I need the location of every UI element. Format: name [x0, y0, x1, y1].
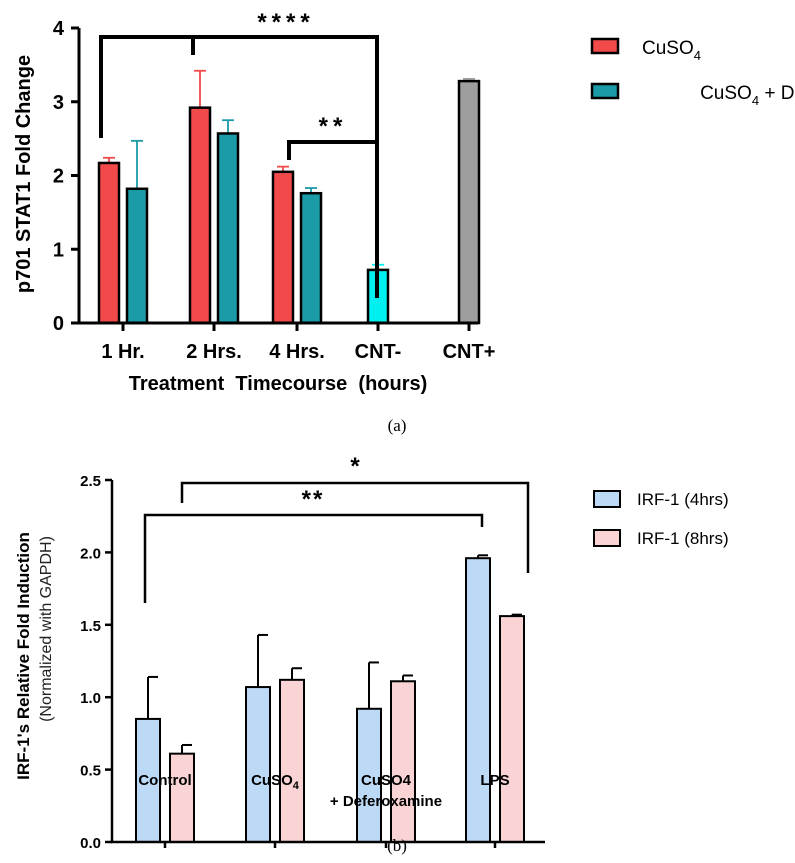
bar-cuso4-deferoxamine-irf-1-4hrs	[356, 707, 382, 843]
panel-a-bars	[97, 69, 481, 325]
panel-a-x-ticks: 1 Hr. 2 Hrs. 4 Hrs. CNT- CNT+	[101, 323, 495, 363]
legend-label-irf1-4hrs: IRF-1 (4hrs)	[637, 490, 729, 509]
bar-1-hr-cuso4-df	[125, 187, 149, 325]
legend-item-irf1-8hrs: IRF-1 (8hrs)	[593, 529, 729, 548]
legend-label-cuso4-df-subscript: 4	[752, 93, 759, 108]
y-tick-label: 0.0	[80, 835, 101, 852]
caption-b: (b)	[387, 836, 407, 855]
y-tick-label: 1	[53, 239, 64, 261]
panel-b-y-axis-sublabel: (Normalized with GAPDH)	[38, 536, 55, 722]
panel-b-x-labels: Control CuSO4 CuSO4 + Deferoxamine LPS	[138, 772, 509, 810]
x-label-cuso4-subscript: 4	[293, 780, 300, 792]
significance-label-2-stars: **	[302, 486, 325, 513]
legend-item-cuso4-df: CuSO4 + DF	[590, 82, 795, 108]
bar-cuso4-deferoxamine-irf-1-8hrs	[390, 680, 416, 843]
legend-swatch-cuso4-df	[590, 82, 620, 100]
panel-a-significance: ******	[99, 9, 379, 298]
panel-b-x-ticks	[163, 842, 497, 848]
x-label-cuso4-deferoxamine: CuSO4	[361, 772, 412, 789]
svg-text:CuSO4 + DF: CuSO4 + DF	[642, 83, 795, 108]
bar-1-hr-cuso4	[97, 161, 121, 325]
x-tick-label-2-hrs: 2 Hrs.	[186, 341, 242, 363]
y-tick-label: 0	[53, 313, 64, 335]
panel-b-y-axis-label: IRF-1's Relative Fold Induction	[14, 532, 33, 780]
x-label-deferoxamine: + Deferoxamine	[330, 793, 442, 810]
legend-swatch-cuso4	[590, 37, 620, 55]
bar-cnt-control	[457, 79, 481, 325]
bar-control-irf-1-8hrs	[169, 752, 195, 843]
bar-cuso4-irf-1-4hrs	[245, 686, 271, 844]
y-tick-label: 0.5	[80, 763, 101, 780]
significance-bracket-4hr-cnt-minus	[287, 140, 377, 160]
legend-label-cuso4-subscript: 4	[694, 48, 701, 63]
panel-a-legend: CuSO4 CuSO4 + DF	[590, 37, 795, 108]
legend-item-irf1-4hrs: IRF-1 (4hrs)	[593, 490, 729, 509]
legend-item-cuso4: CuSO4	[590, 37, 701, 63]
significance-label-4-stars: ****	[257, 9, 314, 36]
legend-label-cuso4-df-suffix: + DF	[759, 83, 795, 104]
legend-label-cuso4: CuSO	[642, 38, 694, 59]
panel-a-y-axis-label: p701 STAT1 Fold Change	[13, 55, 35, 293]
bar-4-hrs-cuso4-df	[299, 191, 323, 325]
legend-label-cuso4-df: CuSO	[700, 83, 752, 104]
x-label-control: Control	[138, 772, 191, 789]
x-tick-label-cnt: CNT+	[443, 341, 496, 363]
legend-label-irf1-8hrs: IRF-1 (8hrs)	[637, 529, 729, 548]
panel-b-y-ticks: 0.0 0.5 1.0 1.5 2.0 2.5	[80, 473, 112, 852]
y-tick-label: 2	[53, 166, 64, 188]
x-tick-label-4-hrs: 4 Hrs.	[269, 341, 325, 363]
bar-4-hrs-cuso4	[271, 170, 295, 325]
caption-a: (a)	[388, 416, 407, 435]
x-tick-label-1-hr: 1 Hr.	[101, 341, 144, 363]
panel-b-bars	[135, 554, 525, 844]
panel-b-legend: IRF-1 (4hrs) IRF-1 (8hrs)	[593, 490, 729, 548]
bar-lps-irf-1-8hrs	[499, 615, 525, 843]
x-label-lps: LPS	[480, 772, 509, 789]
svg-text:CuSO4: CuSO4	[642, 38, 701, 63]
bar-control-irf-1-4hrs	[135, 717, 161, 843]
panel-b-significance: ***	[143, 453, 530, 603]
legend-swatch-irf1-4hrs	[593, 490, 621, 508]
bar-cuso4-irf-1-8hrs	[279, 678, 305, 843]
panel-a-y-ticks: 0 1 2 3 4	[53, 18, 79, 335]
significance-label-1-star: *	[350, 453, 360, 480]
bar-2-hrs-cuso4	[188, 106, 212, 325]
panel-a-x-axis-label: Treatment Timecourse (hours)	[129, 373, 428, 395]
significance-label-2-stars: **	[319, 113, 348, 140]
svg-text:CuSO4: CuSO4	[251, 772, 300, 792]
bar-lps-irf-1-4hrs	[465, 557, 491, 844]
y-tick-label: 4	[53, 18, 65, 40]
y-tick-label: 2.0	[80, 545, 101, 562]
y-tick-label: 3	[53, 92, 64, 114]
y-tick-label: 2.5	[80, 473, 101, 490]
y-tick-label: 1.5	[80, 618, 101, 635]
panel-b: IRF-1's Relative Fold Induction (Normali…	[14, 453, 729, 852]
significance-bracket-1hr-cnt-minus	[99, 35, 379, 298]
legend-swatch-irf1-8hrs	[593, 529, 621, 547]
y-tick-label: 1.0	[80, 690, 101, 707]
significance-bracket-cuso4-lps	[180, 481, 530, 573]
significance-bracket-control-lps	[143, 513, 484, 603]
x-tick-label-cnt: CNT-	[355, 341, 402, 363]
x-label-cuso4: CuSO	[251, 772, 293, 789]
bar-2-hrs-cuso4-df	[216, 132, 240, 325]
